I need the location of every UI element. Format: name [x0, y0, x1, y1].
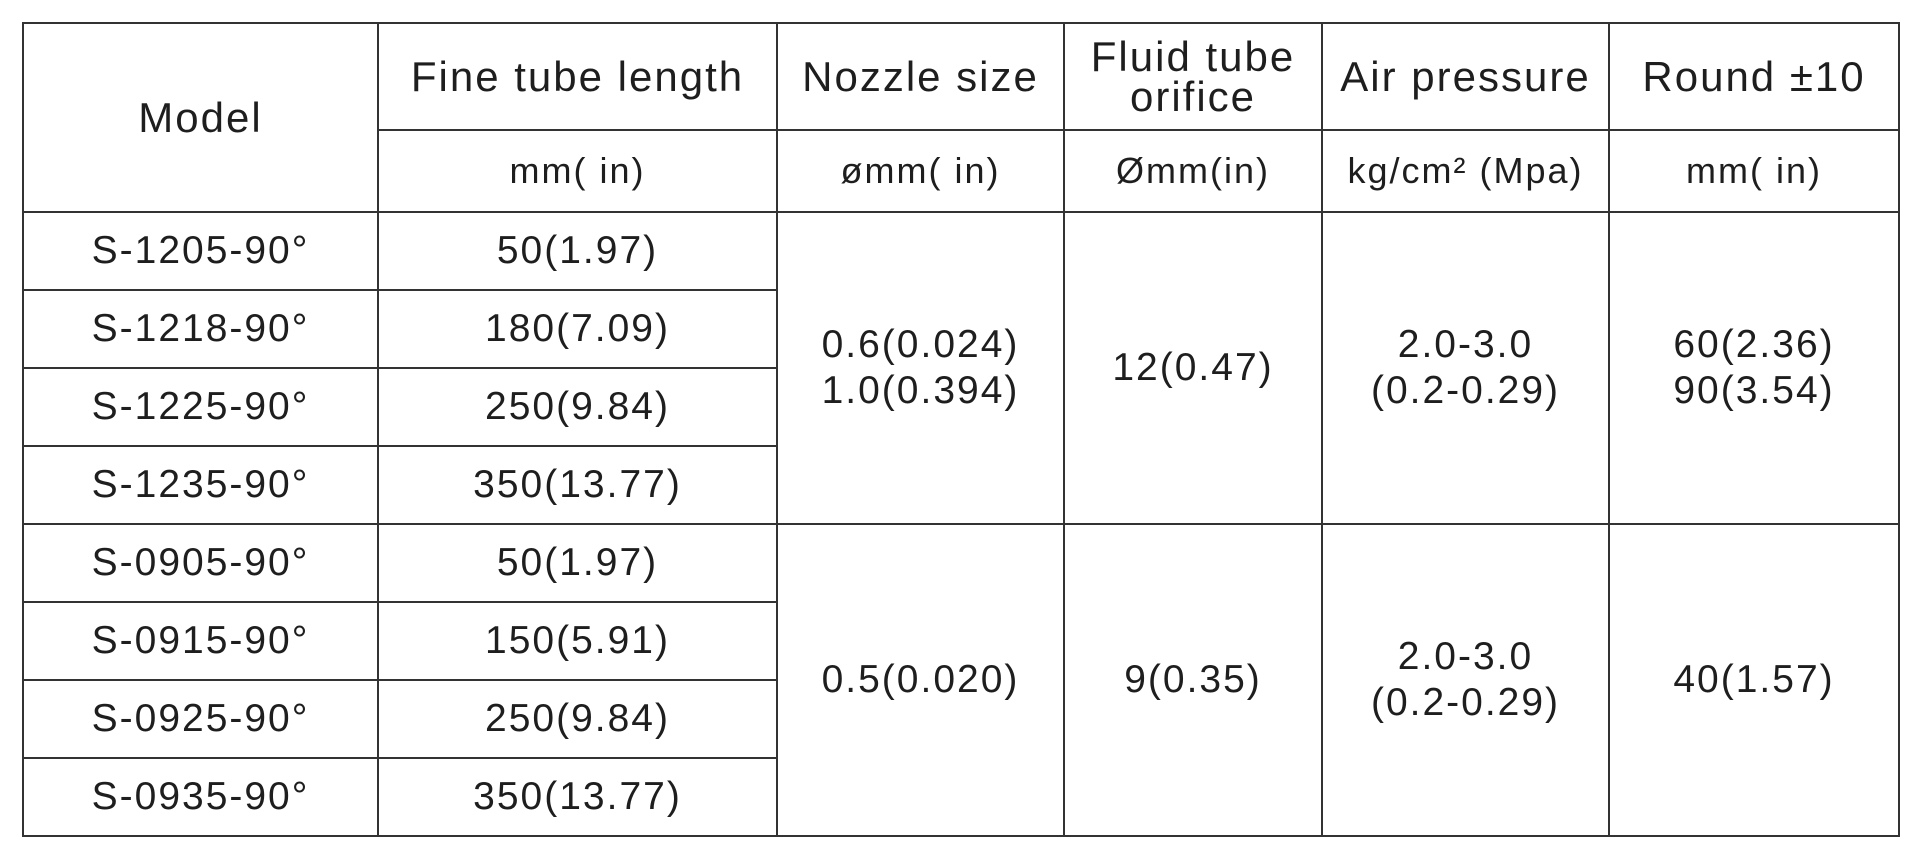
header-cell: Round ±10: [1608, 22, 1900, 131]
unit-cell: ømm( in): [776, 129, 1065, 213]
body-row: S-0925-90° 250(9.84): [22, 679, 1899, 759]
air-line: 2.0-3.0: [1397, 635, 1534, 678]
header-cell: Air pressure: [1321, 22, 1610, 131]
body-row: S-1205-90° 50(1.97) 0.6(0.024) 1.0(0.394) 12…: [22, 211, 1900, 525]
model-cell: S-1218-90°: [22, 289, 379, 369]
header-cell: Model: [22, 22, 379, 213]
body-row: S-1225-90° 250(9.84): [22, 367, 1899, 447]
length-cell: 150(5.91): [377, 601, 778, 681]
unit-cell: mm( in): [377, 129, 778, 213]
header-row: Model Fine tube length Nozzle size Fluid tu…: [22, 22, 1900, 213]
unit-cell: mm( in): [1608, 129, 1900, 213]
unit-cell: kg/cm² (Mpa): [1321, 129, 1610, 213]
orifice-cell: 12(0.47): [1063, 211, 1323, 525]
model-cell: S-0925-90°: [22, 679, 379, 759]
length-cell: 250(9.84): [377, 679, 778, 759]
round-cell: 40(1.57): [1608, 523, 1900, 837]
header-cell: Nozzle size: [776, 22, 1065, 131]
body-row: S-0905-90° 50(1.97) 0.5(0.020) 9(0.35) 2.0-3…: [22, 523, 1900, 837]
model-cell: S-1225-90°: [22, 367, 379, 447]
nozzle-cell: 0.5(0.020): [776, 523, 1065, 837]
header-cell: Fine tube length: [377, 22, 778, 131]
body-row: S-0915-90° 150(5.91): [22, 601, 1899, 681]
nozzle-line: 0.5(0.020): [821, 658, 1020, 701]
unit-row: mm( in) ømm( in) Ømm(in) kg/cm² (Mpa) mm( in…: [23, 129, 1900, 213]
spec-table: Model Fine tube length Nozzle size Fluid tu…: [22, 22, 1900, 837]
length-cell: 250(9.84): [377, 367, 778, 447]
air-line: (0.2-0.29): [1370, 681, 1561, 724]
air-line: 2.0-3.0: [1397, 323, 1534, 366]
air-cell: 2.0-3.0 (0.2-0.29): [1321, 523, 1610, 837]
length-cell: 50(1.97): [377, 523, 778, 603]
length-cell: 350(13.77): [377, 445, 778, 525]
body-row: S-1235-90° 350(13.77): [22, 445, 1899, 525]
orifice-cell: 9(0.35): [1063, 523, 1323, 837]
air-cell: 2.0-3.0 (0.2-0.29): [1321, 211, 1610, 525]
length-cell: 180(7.09): [377, 289, 778, 369]
nozzle-line: 0.6(0.024): [821, 323, 1020, 366]
round-cell: 60(2.36) 90(3.54): [1608, 211, 1900, 525]
orifice-line: 9(0.35): [1124, 658, 1262, 701]
model-cell: S-0935-90°: [22, 757, 379, 837]
round-line: 60(2.36): [1673, 323, 1835, 366]
header-cell: Fluid tube orifice: [1063, 22, 1323, 131]
model-cell: S-0915-90°: [22, 601, 379, 681]
body-row: S-0935-90° 350(13.77): [22, 757, 1899, 837]
nozzle-line: 1.0(0.394): [821, 369, 1020, 412]
orifice-line: 12(0.47): [1112, 346, 1274, 389]
length-cell: 350(13.77): [377, 757, 778, 837]
model-cell: S-1205-90°: [22, 211, 379, 291]
body-row: S-1218-90° 180(7.09): [22, 289, 1899, 369]
round-line: 40(1.57): [1673, 658, 1835, 701]
nozzle-cell: 0.6(0.024) 1.0(0.394): [776, 211, 1065, 525]
length-cell: 50(1.97): [377, 211, 778, 291]
unit-cell: Ømm(in): [1063, 129, 1323, 213]
model-cell: S-0905-90°: [22, 523, 379, 603]
round-line: 90(3.54): [1673, 369, 1835, 412]
air-line: (0.2-0.29): [1370, 369, 1561, 412]
model-cell: S-1235-90°: [22, 445, 379, 525]
